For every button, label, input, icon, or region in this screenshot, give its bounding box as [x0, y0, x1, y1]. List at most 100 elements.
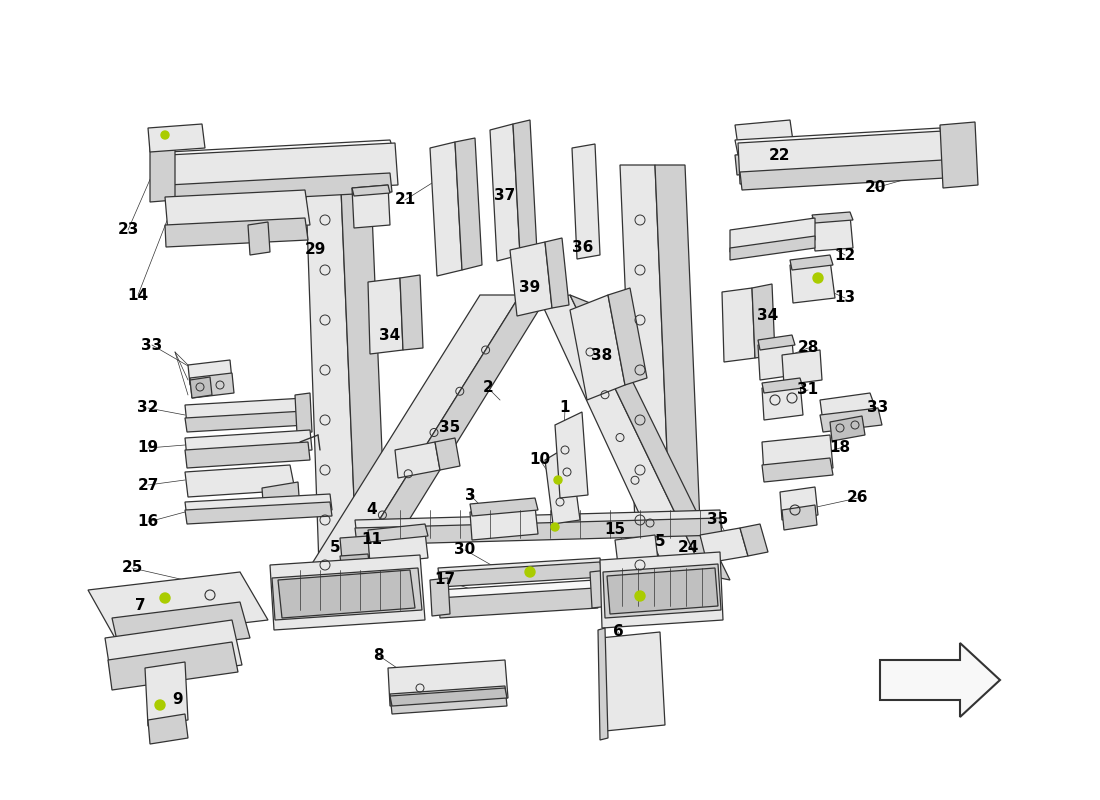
Polygon shape: [752, 284, 776, 358]
Text: 18: 18: [829, 441, 850, 455]
Polygon shape: [148, 124, 205, 152]
Polygon shape: [270, 555, 425, 630]
Polygon shape: [185, 502, 332, 524]
Polygon shape: [190, 377, 212, 398]
Text: 35: 35: [707, 513, 728, 527]
Polygon shape: [762, 458, 833, 482]
Polygon shape: [150, 136, 175, 202]
Text: 13: 13: [835, 290, 856, 306]
Polygon shape: [608, 288, 647, 385]
Polygon shape: [513, 120, 537, 255]
Text: 20: 20: [865, 181, 886, 195]
Text: 34: 34: [758, 307, 779, 322]
Circle shape: [813, 273, 823, 283]
Polygon shape: [620, 165, 673, 595]
Polygon shape: [355, 510, 722, 538]
Polygon shape: [248, 222, 270, 255]
Text: 28: 28: [798, 341, 818, 355]
Circle shape: [160, 593, 170, 603]
Text: 5: 5: [330, 541, 340, 555]
Polygon shape: [455, 138, 482, 270]
Polygon shape: [185, 465, 295, 497]
Text: 39: 39: [519, 281, 540, 295]
Polygon shape: [510, 242, 552, 316]
Text: 27: 27: [138, 478, 158, 493]
Polygon shape: [735, 128, 943, 155]
Polygon shape: [790, 255, 833, 270]
Polygon shape: [188, 360, 232, 385]
Polygon shape: [262, 482, 300, 516]
Circle shape: [635, 591, 645, 601]
Polygon shape: [278, 570, 415, 618]
Polygon shape: [148, 714, 188, 744]
Polygon shape: [430, 142, 462, 276]
Polygon shape: [352, 185, 390, 228]
Polygon shape: [758, 335, 795, 350]
Polygon shape: [168, 173, 392, 204]
Text: 25: 25: [121, 561, 143, 575]
Text: 19: 19: [138, 441, 158, 455]
Polygon shape: [430, 578, 450, 616]
Polygon shape: [434, 438, 460, 470]
Polygon shape: [660, 573, 690, 591]
Text: 29: 29: [305, 242, 326, 258]
Circle shape: [525, 567, 535, 577]
Circle shape: [554, 476, 562, 484]
Text: 30: 30: [454, 542, 475, 558]
Text: 23: 23: [118, 222, 139, 238]
Polygon shape: [572, 144, 600, 259]
Polygon shape: [390, 688, 507, 706]
Text: 17: 17: [434, 573, 455, 587]
Polygon shape: [820, 393, 878, 422]
Text: 1: 1: [560, 401, 570, 415]
Polygon shape: [395, 442, 440, 478]
Polygon shape: [168, 143, 398, 197]
Polygon shape: [438, 558, 603, 585]
Text: 35: 35: [439, 421, 461, 435]
Text: 33: 33: [142, 338, 163, 353]
Text: 16: 16: [138, 514, 158, 530]
Polygon shape: [820, 408, 882, 432]
Polygon shape: [544, 238, 569, 308]
Polygon shape: [603, 564, 720, 618]
Text: 8: 8: [373, 647, 383, 662]
Polygon shape: [570, 295, 625, 400]
Polygon shape: [168, 140, 395, 167]
Polygon shape: [272, 568, 422, 620]
Polygon shape: [185, 442, 310, 468]
Polygon shape: [722, 288, 755, 362]
Text: 38: 38: [592, 347, 613, 362]
Polygon shape: [390, 686, 507, 714]
Polygon shape: [540, 295, 705, 580]
Polygon shape: [470, 506, 538, 540]
Polygon shape: [368, 524, 428, 542]
Text: 37: 37: [494, 187, 516, 202]
Polygon shape: [355, 518, 722, 545]
Polygon shape: [782, 505, 817, 530]
Polygon shape: [600, 632, 666, 731]
Circle shape: [551, 523, 559, 531]
Polygon shape: [600, 552, 723, 628]
Polygon shape: [556, 412, 588, 498]
Polygon shape: [544, 445, 580, 524]
Text: 9: 9: [173, 693, 184, 707]
Polygon shape: [108, 642, 238, 690]
Circle shape: [161, 131, 169, 139]
Polygon shape: [740, 524, 768, 556]
Text: 36: 36: [572, 241, 594, 255]
Text: 11: 11: [362, 533, 383, 547]
Polygon shape: [607, 568, 718, 614]
Polygon shape: [780, 487, 818, 520]
Text: 12: 12: [835, 247, 856, 262]
Polygon shape: [340, 536, 370, 560]
Polygon shape: [762, 435, 833, 475]
Text: 34: 34: [379, 327, 400, 342]
Text: 21: 21: [395, 193, 416, 207]
Polygon shape: [368, 532, 428, 564]
Polygon shape: [735, 120, 795, 160]
Text: 3: 3: [464, 487, 475, 502]
Polygon shape: [185, 411, 307, 432]
Polygon shape: [830, 416, 865, 441]
Text: 5: 5: [654, 534, 666, 550]
Polygon shape: [104, 620, 242, 683]
